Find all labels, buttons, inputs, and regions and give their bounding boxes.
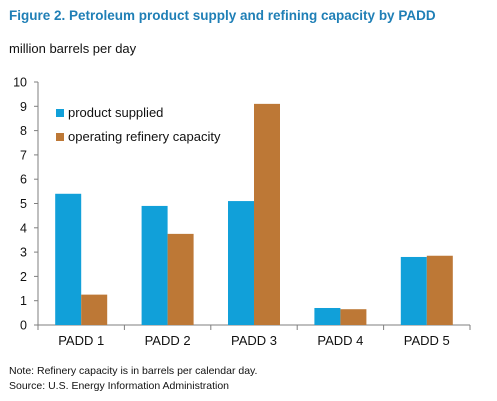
y-tick-label: 7: [20, 148, 27, 162]
y-tick-label: 1: [20, 294, 27, 308]
legend-swatch-refinery-capacity: [56, 133, 64, 141]
x-tick-label: PADD 2: [145, 333, 191, 348]
chart-title: Figure 2. Petroleum product supply and r…: [9, 8, 436, 23]
bar-refinery-capacity: [426, 255, 453, 325]
chart-note: Note: Refinery capacity is in barrels pe…: [9, 365, 258, 377]
bar-refinery-capacity: [340, 309, 367, 325]
y-tick-label: 6: [20, 173, 27, 187]
y-tick-label: 5: [20, 197, 27, 211]
x-tick-label: PADD 3: [231, 333, 277, 348]
bar-product-supplied: [141, 205, 168, 325]
y-axis-units-label: million barrels per day: [9, 41, 137, 56]
legend-label-refinery-capacity: operating refinery capacity: [68, 129, 221, 144]
bar-refinery-capacity: [81, 294, 108, 325]
bar-product-supplied: [400, 256, 427, 325]
bar-refinery-capacity: [167, 233, 194, 325]
y-tick-label: 10: [13, 76, 27, 90]
x-tick-label: PADD 4: [317, 333, 363, 348]
x-tick-label: PADD 1: [58, 333, 104, 348]
y-tick-label: 3: [20, 246, 27, 260]
bar-product-supplied: [314, 307, 341, 325]
bar-product-supplied: [228, 201, 254, 325]
bar-refinery-capacity: [254, 103, 280, 326]
x-tick-label: PADD 5: [404, 333, 450, 348]
y-tick-label: 2: [20, 270, 27, 284]
y-tick-label: 8: [20, 124, 27, 138]
y-tick-label: 0: [20, 319, 27, 333]
legend-swatch-product-supplied: [56, 109, 64, 117]
y-tick-label: 4: [20, 221, 27, 235]
y-tick-label: 9: [20, 100, 27, 114]
bar-product-supplied: [55, 193, 82, 325]
legend-label-product-supplied: product supplied: [68, 105, 163, 120]
chart-source: Source: U.S. Energy Information Administ…: [9, 380, 230, 392]
